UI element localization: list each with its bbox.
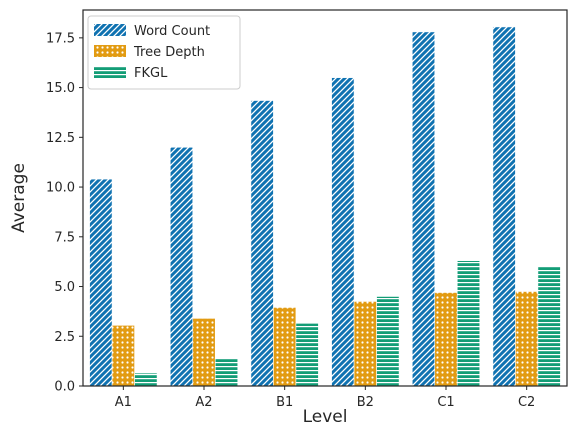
x-tick-label: A2 [195, 395, 212, 410]
bar-fkgl-b2 [376, 296, 400, 387]
bar-tree-depth-c1 [434, 292, 458, 387]
x-tick-label: B2 [357, 395, 374, 410]
legend-swatch-fkgl [94, 66, 126, 78]
legend-label: Word Count [134, 24, 210, 39]
bar-word-count-b2 [331, 77, 355, 387]
bar-tree-depth-b1 [273, 307, 297, 387]
legend-swatch-word-count [94, 24, 126, 36]
legend-swatch-tree-depth [94, 45, 126, 57]
y-tick-label: 17.5 [46, 31, 75, 46]
legend-label: FKGL [134, 66, 168, 81]
bar-fkgl-a1 [134, 372, 158, 387]
y-tick-label: 10.0 [46, 181, 75, 196]
y-tick-label: 5.0 [54, 280, 75, 295]
bar-fkgl-a2 [214, 357, 239, 387]
bar-tree-depth-a2 [192, 318, 216, 387]
y-tick-label: 12.5 [46, 131, 75, 146]
x-axis-ticks: A1 A2 B1 B2 C1 C2 [115, 386, 535, 410]
y-tick-label: 2.5 [54, 330, 75, 345]
x-tick-label: C1 [437, 395, 454, 410]
x-axis-label: Level [303, 407, 348, 427]
y-axis-ticks: 0.0 2.5 5.0 7.5 10.0 12.5 15.0 17.5 [46, 31, 83, 395]
y-tick-label: 15.0 [46, 81, 75, 96]
bar-fkgl-c2 [537, 266, 561, 387]
legend: Word Count Tree Depth FKGL [87, 15, 241, 90]
bar-fkgl-b1 [295, 323, 319, 387]
y-tick-label: 0.0 [54, 380, 75, 395]
legend-label: Tree Depth [133, 45, 205, 60]
y-axis-label: Average [9, 163, 29, 233]
bar-word-count-c2 [492, 26, 516, 387]
bar-tree-depth-b2 [353, 301, 377, 387]
plot-frame [82, 9, 568, 387]
bar-tree-depth-c2 [515, 291, 539, 387]
x-tick-label: B1 [276, 395, 293, 410]
x-tick-label: C2 [518, 395, 535, 410]
y-tick-label: 7.5 [54, 230, 75, 245]
bars-group [89, 26, 561, 387]
x-tick-label: A1 [115, 395, 132, 410]
bar-tree-depth-a1 [111, 325, 135, 387]
bar-fkgl-c1 [456, 260, 481, 387]
bar-word-count-a2 [169, 146, 194, 387]
bar-word-count-c1 [411, 31, 436, 387]
bar-word-count-a1 [89, 178, 113, 387]
bar-word-count-b1 [250, 100, 274, 387]
